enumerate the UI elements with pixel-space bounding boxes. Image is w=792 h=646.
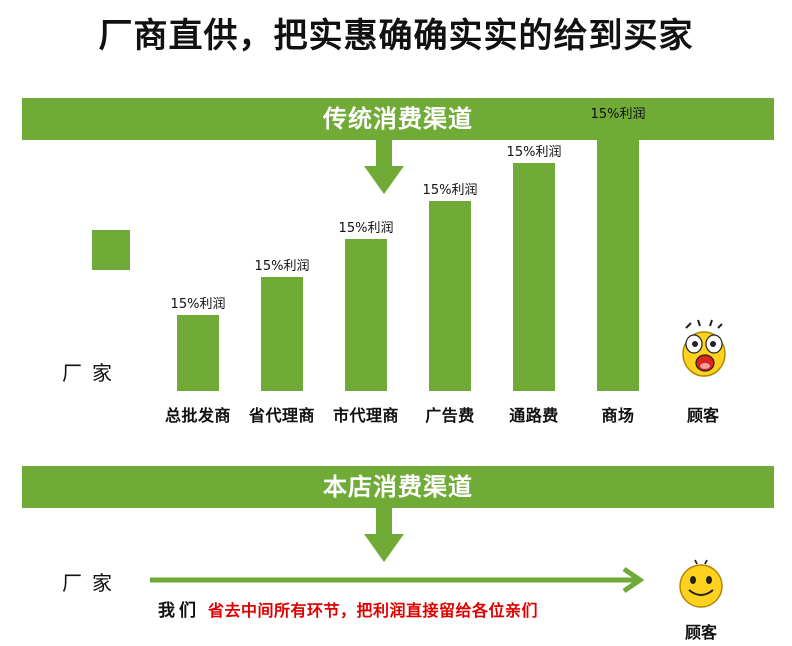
smiley-face-icon bbox=[679, 559, 723, 608]
category-label: 总批发商 bbox=[164, 406, 231, 425]
store-channel-band: 本店消费渠道 bbox=[22, 466, 774, 508]
category-label: 通路费 bbox=[509, 406, 559, 425]
page-title: 厂商直供，把实惠确确实实的给到买家 bbox=[98, 16, 694, 56]
shocked-face-icon bbox=[682, 319, 726, 377]
factory-label-traditional: 厂家 bbox=[62, 361, 122, 385]
down-arrow-icon bbox=[364, 508, 404, 562]
bar-data-label: 15%利润 bbox=[506, 145, 562, 160]
traditional-channel-band: 传统消费渠道 bbox=[22, 98, 774, 140]
legend-square bbox=[92, 230, 130, 270]
bar-3 bbox=[345, 239, 387, 391]
down-arrow-icon bbox=[364, 140, 404, 194]
bar-data-label: 15%利润 bbox=[338, 221, 394, 236]
bar-6 bbox=[597, 125, 639, 391]
bar-data-label: 15%利润 bbox=[170, 297, 226, 312]
factory-label-store: 厂家 bbox=[62, 571, 122, 595]
we-label: 我们 bbox=[158, 601, 200, 621]
bar-5 bbox=[513, 163, 555, 391]
right-arrow-icon bbox=[150, 566, 645, 594]
category-label: 商场 bbox=[601, 406, 635, 425]
savings-note: 省去中间所有环节，把利润直接留给各位亲们 bbox=[208, 601, 539, 620]
bar-data-label: 15%利润 bbox=[254, 259, 310, 274]
bar-data-label: 15%利润 bbox=[590, 107, 646, 122]
bar-1 bbox=[177, 315, 219, 391]
category-label: 广告费 bbox=[425, 406, 475, 425]
bar-2 bbox=[261, 277, 303, 391]
category-label: 省代理商 bbox=[248, 406, 315, 425]
customer-label-store: 顾客 bbox=[684, 623, 717, 642]
bar-4 bbox=[429, 201, 471, 391]
bar-data-label: 15%利润 bbox=[422, 183, 478, 198]
category-label: 市代理商 bbox=[332, 406, 399, 425]
customer-label-traditional: 顾客 bbox=[686, 406, 719, 425]
